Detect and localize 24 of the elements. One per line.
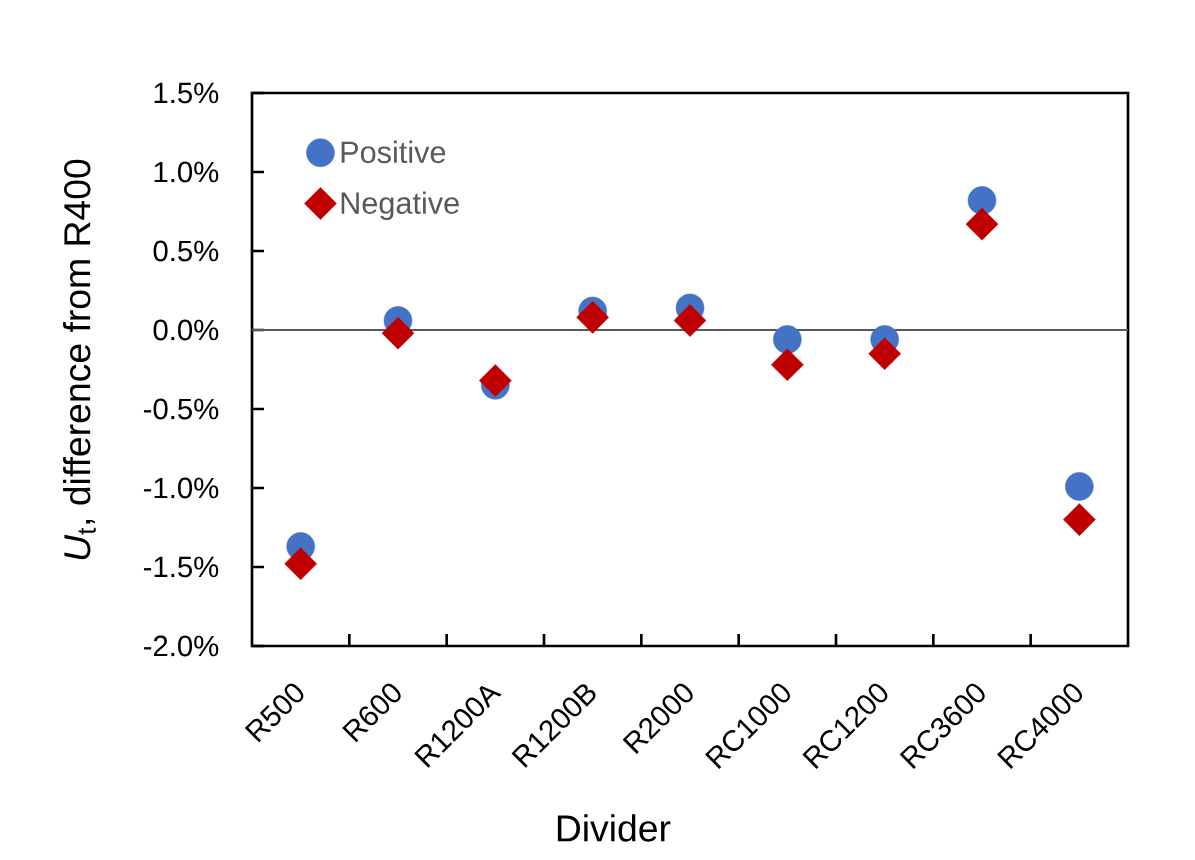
- point: [479, 364, 512, 397]
- y-tick-label: 0.5%: [153, 240, 219, 262]
- y-tick-label: 1.0%: [154, 161, 219, 183]
- y-axis-title: U$_{t}$, difference from R400: [63, 159, 96, 560]
- point: [673, 304, 707, 337]
- point: [967, 186, 997, 215]
- y-tick-label: 1.5%: [154, 82, 219, 104]
- y-tick-label: 0.0%: [153, 319, 219, 341]
- point: [381, 316, 415, 350]
- legend-label: Negative: [341, 191, 459, 221]
- point: [576, 301, 609, 334]
- legend-label: Positive: [341, 140, 446, 164]
- point: [1065, 472, 1094, 501]
- y-tick-label: -1.5%: [143, 556, 219, 578]
- point: [1063, 503, 1096, 536]
- point: [773, 325, 802, 354]
- point: [284, 547, 317, 581]
- y-tick-label: -1.0%: [143, 477, 219, 499]
- point: [868, 337, 901, 370]
- y-tick-label: -2.0%: [143, 635, 219, 657]
- point: [965, 207, 999, 241]
- point: [771, 348, 804, 382]
- y-tick-label: -0.5%: [143, 398, 219, 420]
- x-axis-title: Divider: [557, 814, 671, 842]
